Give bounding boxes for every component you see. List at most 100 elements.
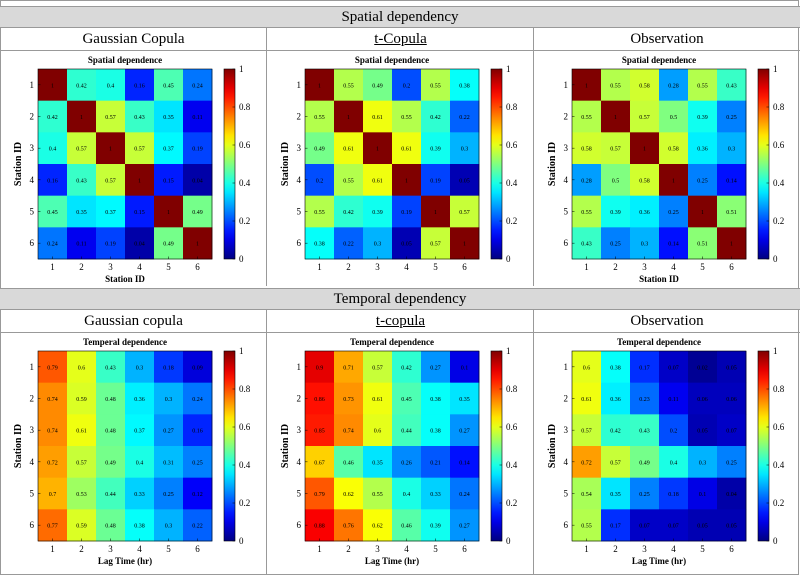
heatmap-cell <box>125 69 155 102</box>
x-tick-label: 3 <box>375 544 380 554</box>
heatmap-cell <box>421 509 451 542</box>
cell-value-label: 0.1 <box>699 492 707 498</box>
cell-value-label: 0.37 <box>134 429 145 435</box>
colorbar-tick-label: 0.6 <box>239 140 251 150</box>
heatmap-cell <box>450 69 480 102</box>
spatial-col-tcopula-label: t-Copula <box>374 31 427 47</box>
heatmap-cell <box>305 446 335 479</box>
heatmap-cell <box>572 477 602 510</box>
colorbar-tick-label: 0.4 <box>506 460 518 470</box>
heatmap-cell <box>183 414 213 447</box>
cell-value-label: 0.57 <box>105 115 116 121</box>
heatmap-cell <box>363 509 393 542</box>
heatmap-cell <box>421 477 451 510</box>
cell-value-label: 0.59 <box>76 397 87 403</box>
cell-value-label: 0.14 <box>668 242 679 248</box>
cell-value-label: 0.26 <box>401 460 412 466</box>
heatmap-cell <box>183 164 213 197</box>
cell-value-label: 0.57 <box>134 147 145 153</box>
heatmap-cell <box>688 382 718 415</box>
cell-value-label: 0.9 <box>316 365 324 371</box>
cell-value-label: 0.36 <box>697 147 708 153</box>
cell-value-label: 0.19 <box>192 147 203 153</box>
cell-value-label: 0.55 <box>372 492 383 498</box>
heatmap-cell <box>630 477 660 510</box>
heatmap-cell <box>154 227 184 260</box>
heatmap-cell <box>688 227 718 260</box>
cell-value-label: 0.55 <box>581 210 592 216</box>
cell-value-label: 0.38 <box>430 397 441 403</box>
heatmap-cell <box>392 414 422 447</box>
heatmap-cell <box>96 382 126 415</box>
cell-value-label: 0.55 <box>697 83 708 89</box>
cell-value-label: 0.39 <box>430 524 441 530</box>
cell-value-label: 0.36 <box>639 210 650 216</box>
heatmap-cell <box>334 446 364 479</box>
y-tick-label: 5 <box>30 489 35 499</box>
cell-value-label: 0.57 <box>581 429 592 435</box>
spatial-tcopula-heatmap: Spatial dependence 1 0.55 0.49 0.2 0.55 0.38 0.… <box>280 55 518 272</box>
heatmap-cell <box>67 227 97 260</box>
cell-value-label: 0.25 <box>610 242 621 248</box>
heatmap-cell <box>96 69 126 102</box>
cell-value-label: 0.88 <box>314 524 325 530</box>
cell-value-label: 0.57 <box>105 178 116 184</box>
heatmap-cell <box>96 446 126 479</box>
cell-value-label: 0.28 <box>581 178 592 184</box>
y-tick-label: 1 <box>564 80 569 90</box>
y-tick-label: 6 <box>30 238 35 248</box>
heatmap-cell <box>38 477 68 510</box>
colorbar-tick-label: 0.2 <box>773 216 784 226</box>
y-tick-label: 5 <box>30 207 35 217</box>
cell-value-label: 0.19 <box>430 178 441 184</box>
heatmap-cell <box>601 446 631 479</box>
heatmap-cell <box>334 509 364 542</box>
heatmap-cell <box>363 414 393 447</box>
x-tick-label: 4 <box>671 544 676 554</box>
heatmap-cell <box>334 69 364 102</box>
heatmap-cell <box>154 509 184 542</box>
colorbar-tick-label: 0.8 <box>506 384 518 394</box>
cell-value-label: 0.48 <box>105 397 116 403</box>
heatmap-cell <box>392 132 422 165</box>
heatmap-cell <box>421 100 451 133</box>
heatmap-cell <box>392 509 422 542</box>
cell-value-label: 1 <box>614 115 617 121</box>
cell-value-label: 0.44 <box>105 492 116 498</box>
heatmap-cell <box>601 227 631 260</box>
y-tick-label: 3 <box>297 425 302 435</box>
heatmap-cell <box>659 382 689 415</box>
heatmap-cell <box>717 132 747 165</box>
y-axis-label: Station ID <box>280 142 291 186</box>
cell-value-label: 0.36 <box>610 397 621 403</box>
heatmap-cell <box>421 414 451 447</box>
heatmap-title: Temperal dependence <box>617 337 701 347</box>
y-tick-label: 6 <box>297 520 302 530</box>
x-tick-label: 4 <box>404 262 409 272</box>
y-tick-label: 4 <box>297 175 302 185</box>
heatmap-cell <box>125 446 155 479</box>
y-tick-label: 1 <box>30 362 35 372</box>
cell-value-label: 0.3 <box>728 147 736 153</box>
x-tick-label: 2 <box>346 544 351 554</box>
y-axis-label: Station ID <box>547 142 558 186</box>
cell-value-label: 0.31 <box>163 460 174 466</box>
heatmap-cell <box>450 164 480 197</box>
heatmap-cell <box>125 509 155 542</box>
cell-value-label: 0.3 <box>641 242 649 248</box>
heatmap-cell <box>96 100 126 133</box>
cell-value-label: 0.2 <box>403 83 411 89</box>
heatmap-cell <box>183 69 213 102</box>
heatmap-cell <box>67 195 97 228</box>
cell-value-label: 0.59 <box>76 524 87 530</box>
heatmap-cell <box>421 227 451 260</box>
cell-value-label: 0.16 <box>134 83 145 89</box>
heatmap-cell <box>38 227 68 260</box>
heatmap-cell <box>717 414 747 447</box>
heatmap-cell <box>421 446 451 479</box>
cell-value-label: 1 <box>405 178 408 184</box>
x-tick-label: 6 <box>462 262 467 272</box>
colorbar-tick-label: 0.6 <box>773 422 785 432</box>
